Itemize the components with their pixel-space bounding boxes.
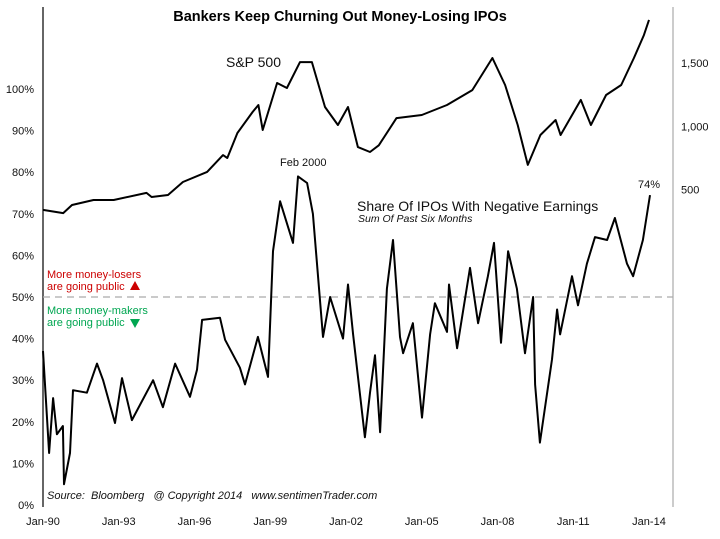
y-tick-label: 70% (12, 209, 34, 221)
x-tick-label: Jan-90 (26, 516, 60, 528)
y-tick-label: 40% (12, 334, 34, 346)
y-tick-label: 20% (12, 417, 34, 429)
ipo-series-label: Share Of IPOs With Negative Earnings (357, 198, 598, 214)
down-triangle-icon (130, 319, 140, 328)
ipo-series-sublabel: Sum Of Past Six Months (358, 213, 473, 225)
sp500-series-line (42, 19, 650, 215)
makers-note-line1: More money-makers (47, 305, 148, 317)
x-tick-label: Jan-11 (557, 516, 590, 528)
y-tick-label: 0% (18, 500, 34, 512)
x-tick-label: Jan-96 (178, 516, 212, 528)
x-tick-label: Jan-05 (405, 516, 439, 528)
makers-note-line2: are going public (47, 317, 125, 329)
losers-note-line2: are going public (47, 281, 125, 293)
y-tick-label: 60% (12, 250, 34, 262)
sp500-label: S&P 500 (226, 54, 281, 70)
right-y-tick-label: 1,500 (681, 58, 709, 70)
right-y-tick-label: 1,000 (681, 121, 709, 133)
y-tick-label: 30% (12, 375, 34, 387)
losers-note-line1: More money-losers (47, 269, 142, 281)
source-note: Source: Bloomberg @ Copyright 2014 www.s… (47, 490, 377, 502)
y-tick-label: 100% (6, 84, 34, 96)
right-y-tick-label: 500 (681, 185, 699, 197)
x-tick-label: Jan-99 (253, 516, 287, 528)
x-tick-label: Jan-08 (481, 516, 515, 528)
y-tick-label: 10% (12, 458, 34, 470)
last-value-label: 74% (638, 179, 660, 191)
up-triangle-icon (130, 281, 140, 290)
y-tick-label: 80% (12, 167, 34, 179)
peak-label: Feb 2000 (280, 157, 326, 169)
x-tick-label: Jan-14 (632, 516, 666, 528)
ipo-negative-earnings-series-line (42, 175, 651, 486)
chart-title: Bankers Keep Churning Out Money-Losing I… (173, 9, 507, 25)
x-tick-label: Jan-93 (102, 516, 136, 528)
y-tick-label: 90% (12, 126, 34, 138)
y-tick-label: 50% (12, 292, 34, 304)
x-tick-label: Jan-02 (329, 516, 363, 528)
